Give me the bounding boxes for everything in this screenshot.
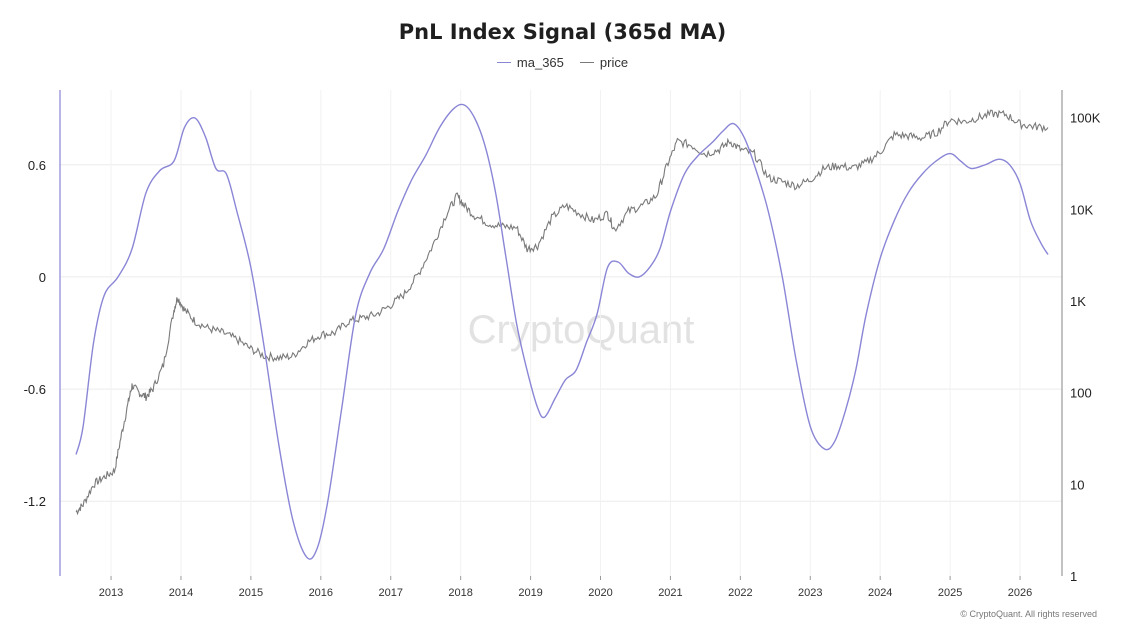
x-tick-label: 2021 — [658, 587, 682, 599]
left-tick-label: -1.2 — [24, 494, 46, 509]
x-tick-label: 2023 — [798, 587, 822, 599]
right-tick-label: 10 — [1070, 477, 1084, 492]
x-tick-label: 2019 — [518, 587, 542, 599]
chart-title: PnL Index Signal (365d MA) — [398, 20, 727, 44]
x-tick-label: 2020 — [588, 587, 612, 599]
x-tick-label: 2022 — [728, 587, 752, 599]
chart-legend: ma_365 price — [0, 55, 1125, 70]
legend-swatch-price — [579, 62, 594, 63]
watermark-text: CryptoQuant — [468, 308, 695, 352]
ma-365-line — [75, 103, 1049, 560]
x-tick-label: 2025 — [938, 587, 962, 599]
right-tick-label: 10K — [1070, 202, 1093, 217]
right-tick-label: 1K — [1070, 294, 1086, 309]
right-tick-label: 1 — [1070, 569, 1077, 584]
x-tick-label: 2013 — [99, 587, 123, 599]
legend-swatch-ma-365 — [496, 62, 511, 63]
x-tick-label: 2016 — [309, 587, 333, 599]
x-tick-label: 2015 — [239, 587, 263, 599]
x-tick-label: 2014 — [169, 587, 193, 599]
left-tick-label: 0 — [39, 270, 46, 285]
legend-label-price: price — [599, 55, 629, 70]
legend-label-ma-365: ma_365 — [516, 55, 564, 70]
left-tick-label: 0.6 — [28, 158, 46, 173]
legend-item-price[interactable]: price — [579, 55, 629, 70]
right-tick-label: 100 — [1070, 386, 1092, 401]
x-tick-label: 2017 — [378, 587, 402, 599]
x-tick-label: 2018 — [448, 587, 472, 599]
price-line — [75, 108, 1049, 516]
right-tick-label: 100K — [1070, 111, 1101, 126]
left-tick-label: -0.6 — [24, 382, 46, 397]
x-tick-label: 2026 — [1008, 587, 1032, 599]
x-tick-label: 2024 — [868, 587, 892, 599]
legend-item-ma-365[interactable]: ma_365 — [496, 55, 564, 70]
copyright-note: © CryptoQuant. All rights reserved — [960, 609, 1097, 619]
